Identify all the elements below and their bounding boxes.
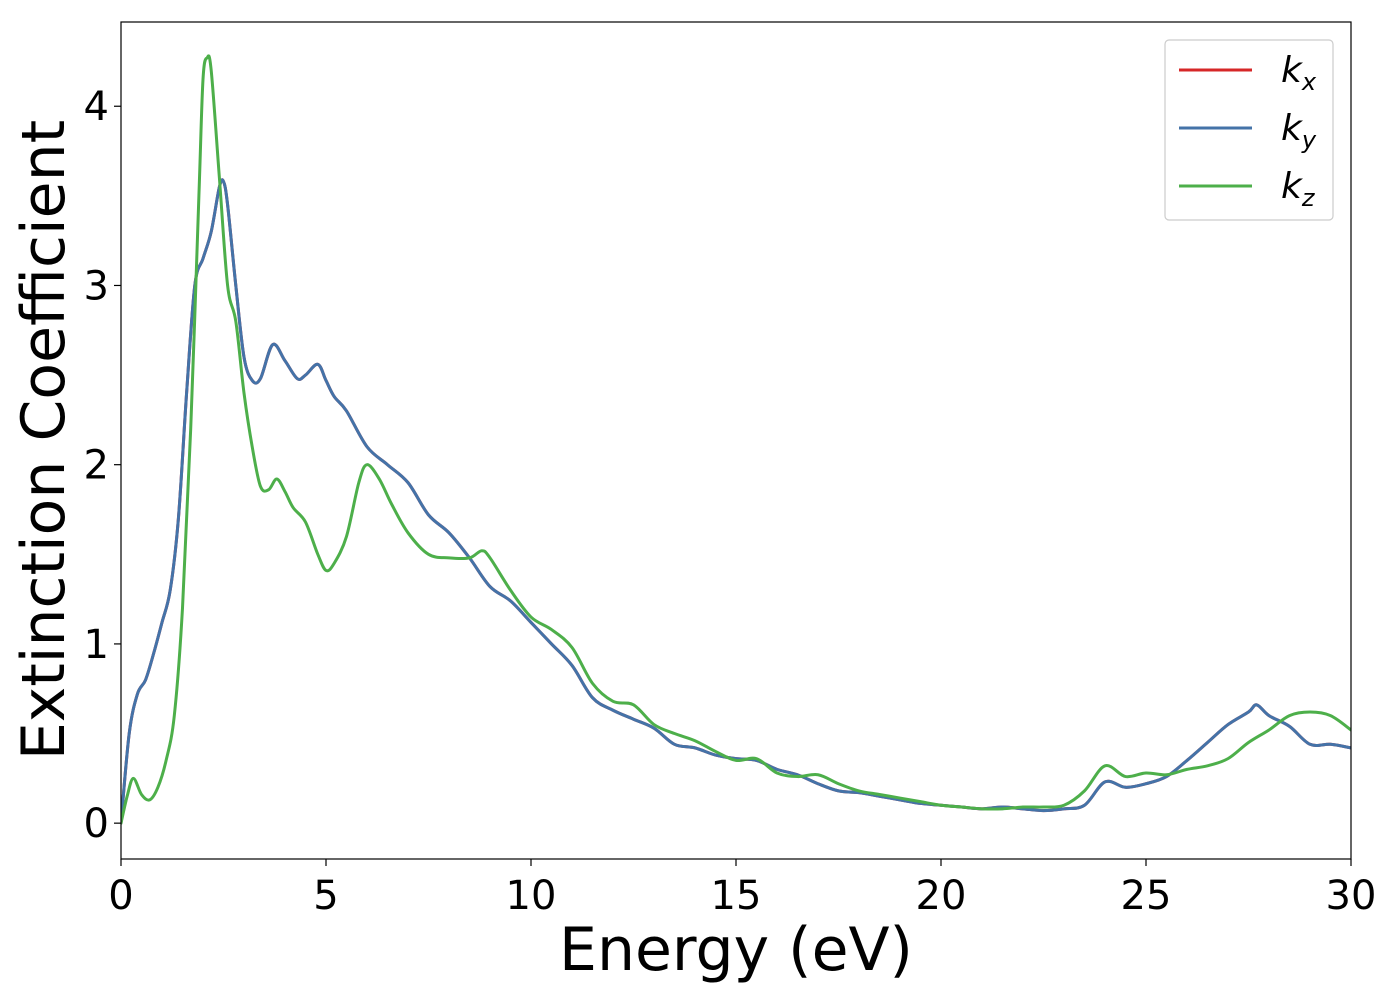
y-axis-title: Extinction Coefficient [9,120,79,760]
y-axis: 0 1 2 3 4 [84,84,121,847]
y-tick-label: 1 [84,622,109,668]
y-tick-label: 3 [84,263,109,309]
x-tick-label: 20 [916,873,967,919]
legend-label-z: kz [1281,166,1316,212]
x-axis: 0 5 10 15 20 25 30 [108,859,1376,919]
y-tick-label: 2 [84,443,109,489]
series-line-x [121,178,1351,825]
series-line-y [121,178,1351,825]
legend: kx ky kz [1164,39,1334,221]
x-tick-label: 0 [108,873,133,919]
y-tick-label: 0 [84,801,109,847]
x-tick-label: 5 [313,873,338,919]
legend-box [1164,39,1334,221]
series-line-z [121,54,1351,825]
y-tick-label: 4 [84,84,109,130]
x-axis-title: Energy (eV) [559,915,913,985]
series-layer [121,54,1351,825]
x-tick-label: 30 [1326,873,1377,919]
legend-label-y: ky [1281,108,1317,154]
x-tick-label: 15 [711,873,762,919]
x-tick-label: 25 [1121,873,1172,919]
legend-label-x: kx [1281,50,1317,96]
x-tick-label: 10 [506,873,557,919]
